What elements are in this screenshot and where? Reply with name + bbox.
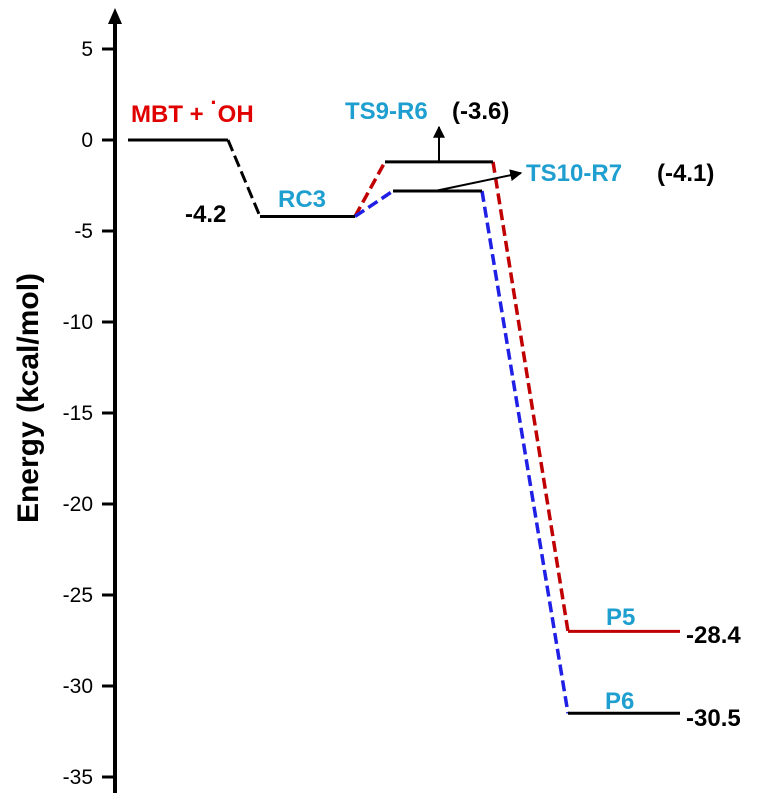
energy-value-p6: -30.5 bbox=[686, 705, 741, 732]
level-label-p5: P5 bbox=[606, 604, 635, 631]
level-label-rc3: RC3 bbox=[278, 186, 326, 213]
level-label-ts9: TS9-R6 bbox=[345, 98, 428, 125]
energy-value-p5: -28.4 bbox=[686, 622, 741, 649]
y-tick-label: -35 bbox=[63, 766, 93, 789]
y-tick-label: 5 bbox=[81, 38, 93, 61]
y-axis: 5 0 -5 -10 -15 -20 -25 -30 -35 bbox=[63, 8, 122, 793]
connector-red-ts9-p5 bbox=[491, 161, 570, 632]
y-tick-label: 0 bbox=[81, 129, 93, 152]
connectors bbox=[226, 139, 570, 714]
energy-value-rc3: -4.2 bbox=[185, 201, 226, 228]
arrow-ts10 bbox=[434, 169, 523, 192]
energy-value-ts10: (-4.1) bbox=[657, 160, 714, 187]
connector-red-rc3-ts9 bbox=[353, 160, 387, 218]
y-tick-label: -30 bbox=[63, 675, 93, 698]
connector-reactant-rc3 bbox=[226, 139, 262, 218]
y-tick-label: -5 bbox=[74, 220, 93, 243]
connector-blue-ts10-p6 bbox=[480, 190, 570, 714]
y-tick-label: -15 bbox=[63, 402, 93, 425]
level-label-p6: P6 bbox=[605, 688, 634, 715]
annotation-arrows bbox=[433, 125, 523, 192]
connector-blue-rc3-ts10 bbox=[354, 189, 394, 218]
labels: Energy (kcal/mol) MBT + ·OH RC3 -4.2 TS9… bbox=[12, 90, 741, 732]
y-axis-label: Energy (kcal/mol) bbox=[12, 273, 45, 523]
y-tick-label: -20 bbox=[63, 493, 93, 516]
level-label-ts10: TS10-R7 bbox=[526, 160, 622, 187]
y-tick-label: -25 bbox=[63, 584, 93, 607]
y-tick-label: -10 bbox=[63, 311, 93, 334]
level-label-reactant: MBT + ·OH bbox=[131, 90, 254, 128]
y-axis-arrowhead bbox=[108, 8, 122, 24]
energy-value-ts9: (-3.6) bbox=[452, 98, 509, 125]
